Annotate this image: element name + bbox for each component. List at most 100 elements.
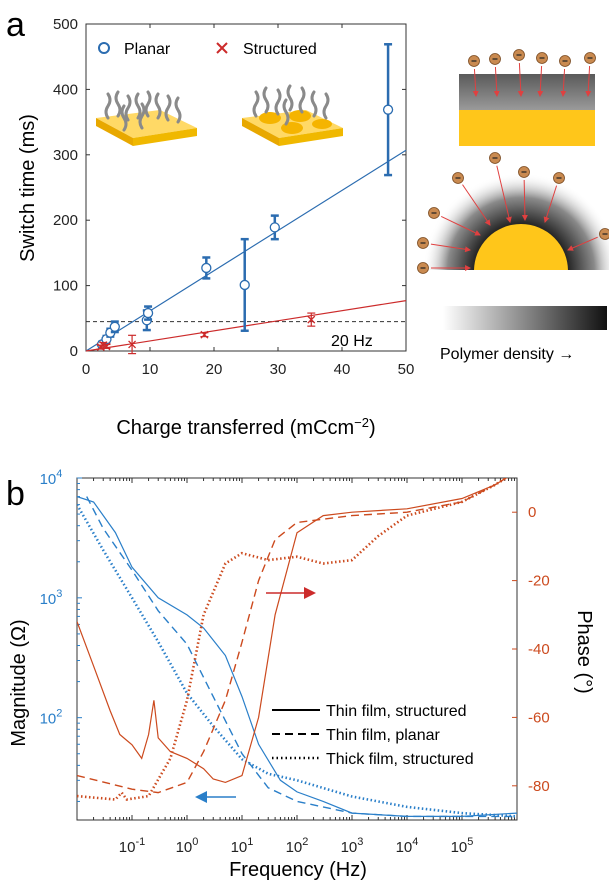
y-tick-label: 200 xyxy=(53,212,78,229)
structured-point xyxy=(200,330,209,339)
planar-point xyxy=(239,279,250,291)
magnitude-dashed-line xyxy=(86,496,517,818)
x-tick-label: 40 xyxy=(334,361,351,378)
ion-icon xyxy=(536,52,548,97)
polymer-halo xyxy=(423,173,609,270)
plot-b-frame xyxy=(76,477,518,821)
freq-tick-label: 103 xyxy=(341,836,364,856)
ion-icon xyxy=(513,49,525,97)
polymer-chains-structured xyxy=(252,84,330,126)
magnitude-dotted-line xyxy=(77,503,517,818)
x-tick-label: 30 xyxy=(270,361,287,378)
x-tick-label: 10 xyxy=(142,361,159,378)
planar-point xyxy=(269,222,280,233)
ions-top xyxy=(468,49,596,97)
ion-icon xyxy=(543,172,565,223)
structured-point xyxy=(307,315,316,324)
legend-solid-label: Thin film, structured xyxy=(326,703,466,720)
ion-icon xyxy=(452,172,491,226)
fit-lines xyxy=(85,149,407,352)
x-axis-title-sup: −2 xyxy=(354,415,369,430)
plot-b-ticks: 10-1 100 101 102 103 104 105 102 103 104 0 -20 -40 -6… xyxy=(40,468,550,856)
legend-b: Thin film, structured Thin film, planar … xyxy=(272,703,474,768)
magnitude-tick-label: 104 xyxy=(40,468,63,488)
ion-icon xyxy=(518,166,530,221)
polymer-layer xyxy=(459,74,595,110)
density-label: Polymer density → xyxy=(440,346,574,363)
magnitude-tick-label: 102 xyxy=(40,708,63,728)
ion-icon xyxy=(428,207,481,236)
planar-point xyxy=(382,104,394,115)
ion-icon xyxy=(417,262,471,274)
x-axis-title: Charge transferred (mCcm−2) xyxy=(116,415,375,440)
freq-tick-label: 10-1 xyxy=(119,836,145,856)
phase-tick-label: -40 xyxy=(528,641,550,658)
planar-point xyxy=(142,307,154,319)
freq-tick-label: 101 xyxy=(231,836,254,856)
structured-film-illustration xyxy=(242,84,343,146)
polymer-chains-planar xyxy=(104,90,182,132)
phase-axis-title: Phase (°) xyxy=(573,610,595,694)
planar-point xyxy=(109,321,120,332)
phase-solid-line xyxy=(77,478,508,784)
impedance-lines xyxy=(77,478,517,818)
legend-planar-label: Planar xyxy=(124,41,171,58)
phase-dashed-line xyxy=(77,478,508,794)
x-tick-label: 0 xyxy=(82,361,90,378)
magnitude-axis-title: Magnitude (Ω) xyxy=(8,619,30,746)
ion-icon xyxy=(584,52,596,97)
hemisphere-schematic xyxy=(417,152,609,274)
panel-b-letter: b xyxy=(6,475,25,513)
x-axis-title-end: ) xyxy=(369,417,376,439)
ions-halo xyxy=(417,152,609,274)
film-cross-section-schematic xyxy=(459,49,596,146)
panel-a-letter: a xyxy=(6,6,25,44)
phase-direction-arrow xyxy=(266,587,316,599)
y-tick-label: 300 xyxy=(53,147,78,164)
planar-point xyxy=(201,262,212,274)
freq-tick-label: 102 xyxy=(286,836,309,856)
x-tick-label: 50 xyxy=(398,361,415,378)
ion-icon xyxy=(559,55,571,97)
freq-tick-label: 105 xyxy=(451,836,474,856)
data-points xyxy=(96,43,394,355)
phase-tick-label: 0 xyxy=(528,504,536,521)
phase-dotted-line xyxy=(77,478,509,801)
y-axis-title: Switch time (ms) xyxy=(17,114,39,262)
x-tick-label: 20 xyxy=(206,361,223,378)
legend-dashed-label: Thin film, planar xyxy=(326,727,440,744)
plot-a-frame xyxy=(85,23,407,352)
y-tick-label: 0 xyxy=(70,343,78,360)
legend-structured-marker xyxy=(216,42,228,54)
ion-icon xyxy=(468,55,480,97)
ion-icon xyxy=(567,228,609,251)
legend-structured-label: Structured xyxy=(243,41,317,58)
magnitude-tick-label: 103 xyxy=(40,588,63,608)
ion-icon xyxy=(417,237,471,253)
freq-tick-label: 100 xyxy=(176,836,199,856)
density-bar xyxy=(443,306,607,330)
magnitude-direction-arrow xyxy=(195,791,236,803)
freq-tick-label: 104 xyxy=(396,836,419,856)
legend-planar-marker xyxy=(98,42,110,54)
planar-fit-line xyxy=(85,149,407,352)
structured-fit-line xyxy=(85,300,407,352)
impedance-plot: 10-1 100 101 102 103 104 105 102 103 104 0 -20 -40 -6… xyxy=(8,468,595,881)
y-tick-label: 400 xyxy=(53,81,78,98)
ion-icon xyxy=(489,53,501,97)
phase-tick-label: -80 xyxy=(528,778,550,795)
ion-icon xyxy=(489,152,512,223)
x-axis-title-main: Charge transferred (mCcm xyxy=(116,417,354,439)
phase-tick-label: -20 xyxy=(528,573,550,590)
phase-tick-label: -60 xyxy=(528,709,550,726)
legend-dotted-label: Thick film, structured xyxy=(326,751,474,768)
threshold-label: 20 Hz xyxy=(331,333,373,350)
gold-hemisphere xyxy=(474,224,568,270)
structured-point xyxy=(128,340,137,349)
y-tick-label: 100 xyxy=(53,278,78,295)
magnitude-solid-line xyxy=(77,496,517,817)
legend-a: Planar Structured xyxy=(98,41,317,58)
